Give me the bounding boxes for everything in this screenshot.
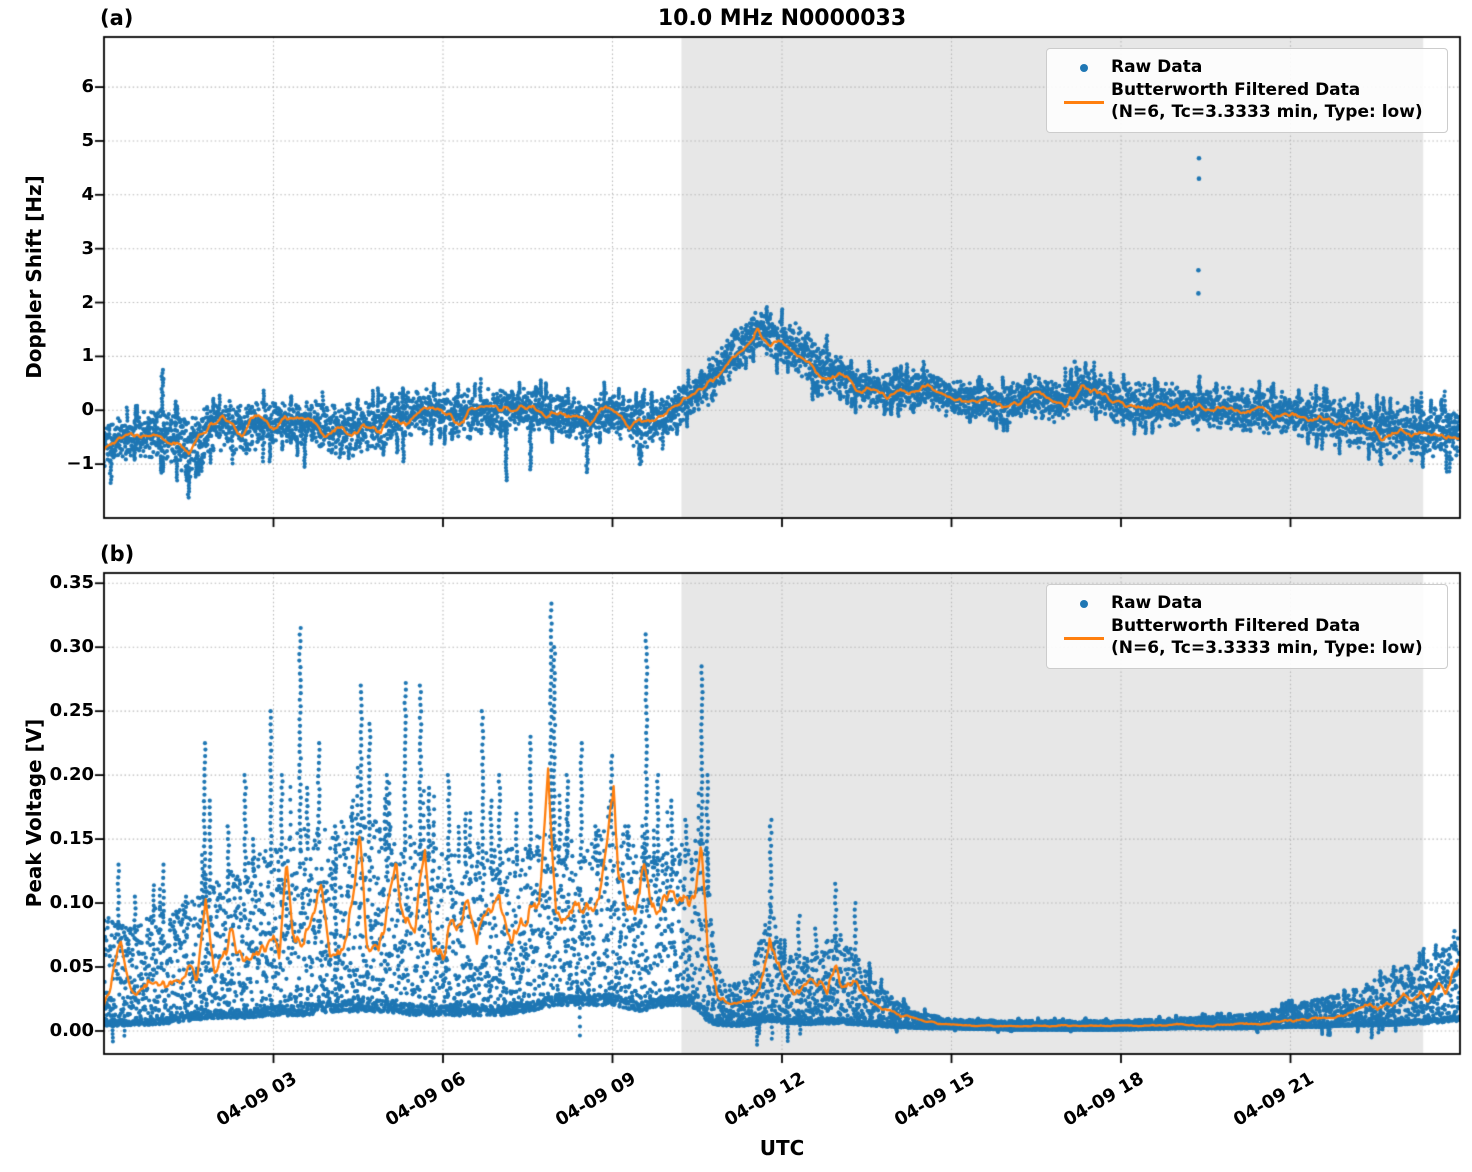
y-tick-label: 3 — [81, 237, 94, 259]
figure-title: 10.0 MHz N0000033 — [657, 6, 907, 31]
legend-row-filtered: Butterworth Filtered Data (N=6, Tc=3.333… — [1057, 616, 1437, 660]
raw-data-dot-icon — [1057, 57, 1111, 79]
filtered-line-icon — [1057, 616, 1111, 660]
y-tick-label: 0.05 — [49, 956, 94, 977]
legend-row-raw: Raw Data — [1057, 593, 1437, 615]
panel-b-tag: (b) — [100, 542, 135, 566]
y-tick-label: 5 — [81, 129, 94, 151]
y-tick-label: 6 — [81, 76, 94, 98]
legend-filtered-label: Butterworth Filtered Data — [1111, 616, 1361, 636]
legend-panel-a: Raw Data Butterworth Filtered Data (N=6,… — [1046, 48, 1448, 133]
legend-row-raw: Raw Data — [1057, 57, 1437, 79]
legend-filtered-sublabel: (N=6, Tc=3.3333 min, Type: low) — [1111, 101, 1423, 122]
panel-a-tag: (a) — [100, 6, 134, 30]
y-tick-label: 0 — [81, 399, 94, 421]
x-axis-label: UTC — [759, 1136, 805, 1160]
y-axis-label-voltage: Peak Voltage [V] — [22, 718, 46, 908]
legend-raw-label: Raw Data — [1111, 593, 1203, 613]
raw-data-dot-icon — [1057, 593, 1111, 615]
y-tick-label: 4 — [81, 183, 94, 205]
filtered-line-icon — [1057, 80, 1111, 124]
y-tick-label: 0.15 — [49, 828, 94, 850]
y-tick-label: 0.10 — [49, 892, 94, 914]
legend-row-filtered: Butterworth Filtered Data (N=6, Tc=3.333… — [1057, 80, 1437, 124]
legend-panel-b: Raw Data Butterworth Filtered Data (N=6,… — [1046, 584, 1448, 669]
y-tick-label: 0.00 — [49, 1019, 94, 1041]
y-tick-label: 0.35 — [49, 572, 94, 594]
y-tick-label: 0.20 — [49, 764, 94, 786]
legend-filtered-sublabel: (N=6, Tc=3.3333 min, Type: low) — [1111, 637, 1423, 658]
y-tick-label: 0.25 — [49, 700, 94, 722]
legend-raw-label: Raw Data — [1111, 57, 1203, 77]
y-tick-label: 0.30 — [49, 636, 94, 658]
legend-filtered-label: Butterworth Filtered Data — [1111, 80, 1361, 100]
y-tick-label: 1 — [81, 345, 94, 367]
y-tick-label: 2 — [81, 291, 94, 313]
y-tick-label: −1 — [66, 453, 94, 475]
